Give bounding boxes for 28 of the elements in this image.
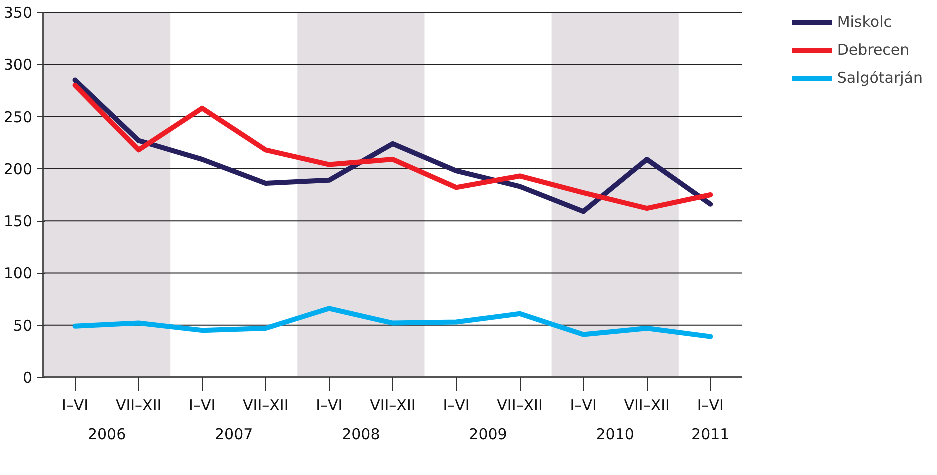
y-tick-label: 150 — [4, 212, 33, 231]
text: 2008 — [342, 426, 380, 444]
y-tick-label: 350 — [4, 4, 33, 22]
y-tick-label: 0 — [22, 369, 33, 387]
legend-label: Miskolc — [837, 13, 892, 31]
x-tick-label: VII–XII — [370, 396, 416, 414]
x-tick-label: I–VI — [62, 396, 89, 414]
y-tick-label: 250 — [4, 108, 33, 126]
text: 2011 — [692, 426, 730, 444]
y-tick-label: 300 — [4, 56, 33, 74]
text: 2010 — [596, 426, 634, 444]
x-tick-label: VII–XII — [624, 396, 670, 414]
y-tick-label: 50 — [13, 316, 33, 335]
legend-label: Salgótarján — [837, 69, 923, 87]
y-tick-label: 200 — [4, 160, 33, 178]
text: 2007 — [215, 426, 254, 444]
legend-label: Debrecen — [837, 41, 910, 59]
y-tick-label: 100 — [4, 264, 33, 283]
text: 2009 — [469, 426, 508, 444]
x-tick-label: VII–XII — [116, 396, 162, 414]
x-tick-label: I–VI — [189, 396, 216, 414]
text: 2006 — [88, 426, 126, 444]
x-tick-label: I–VI — [697, 396, 724, 414]
x-tick-label: I–VI — [570, 396, 597, 414]
x-tick-label: VII–XII — [497, 396, 543, 414]
x-tick-label: I–VI — [316, 396, 343, 414]
x-tick-label: I–VI — [443, 396, 470, 414]
x-tick-label: VII–XII — [243, 396, 289, 414]
